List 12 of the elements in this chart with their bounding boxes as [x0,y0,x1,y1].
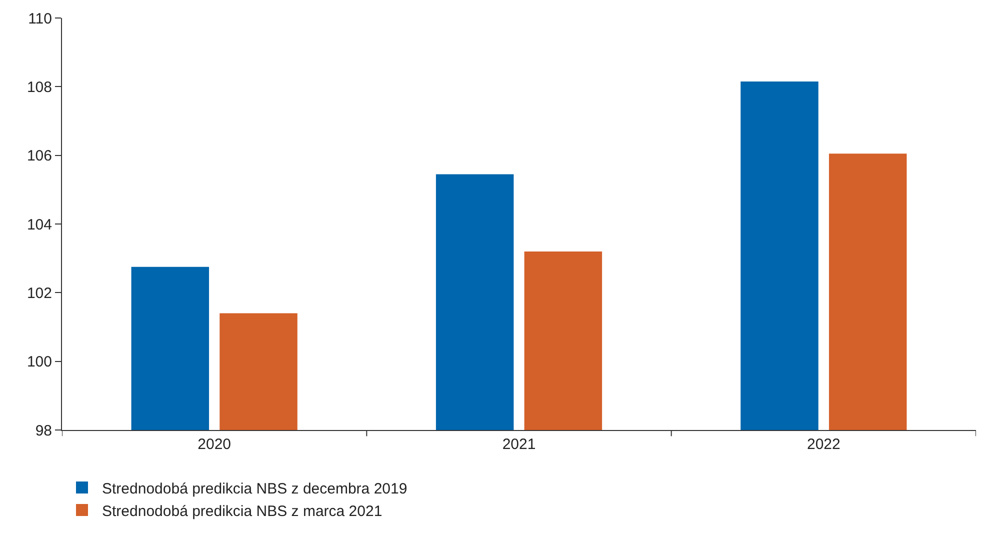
legend-label: Strednodobá predikcia NBS z marca 2021 [102,502,382,520]
y-tick-label: 104 [26,216,52,234]
legend-label: Strednodobá predikcia NBS z decembra 2019 [102,480,408,498]
x-tick-label: 2020 [198,436,232,453]
y-tick-label: 106 [26,148,52,165]
y-tick-label: 100 [26,354,52,371]
y-tick-label: 108 [26,78,52,96]
x-tick-label: 2022 [806,436,840,453]
x-tick-label: 2021 [502,436,536,453]
y-tick-label: 102 [26,284,52,302]
y-tick-label: 98 [35,422,52,440]
y-tick-label: 110 [28,10,52,28]
